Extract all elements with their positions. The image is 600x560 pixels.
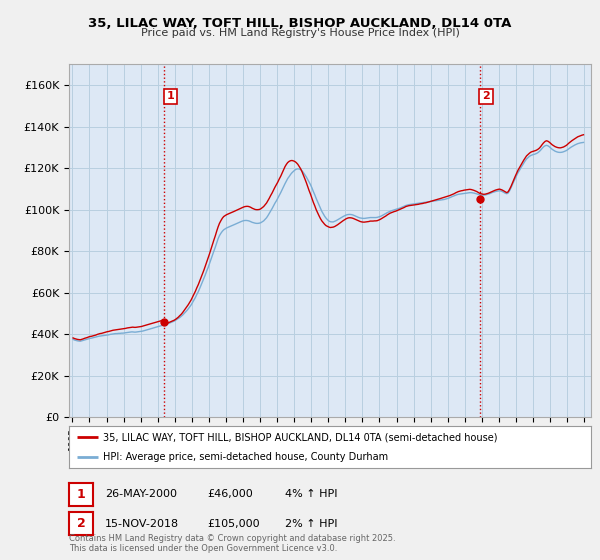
Text: £105,000: £105,000 xyxy=(207,519,260,529)
Text: 2: 2 xyxy=(77,517,85,530)
Text: 1: 1 xyxy=(77,488,85,501)
Text: 2% ↑ HPI: 2% ↑ HPI xyxy=(285,519,337,529)
Text: 26-MAY-2000: 26-MAY-2000 xyxy=(105,489,177,500)
Text: 2: 2 xyxy=(482,91,490,101)
Text: 1: 1 xyxy=(167,91,175,101)
Text: Price paid vs. HM Land Registry's House Price Index (HPI): Price paid vs. HM Land Registry's House … xyxy=(140,28,460,38)
Text: 35, LILAC WAY, TOFT HILL, BISHOP AUCKLAND, DL14 0TA: 35, LILAC WAY, TOFT HILL, BISHOP AUCKLAN… xyxy=(88,17,512,30)
Text: HPI: Average price, semi-detached house, County Durham: HPI: Average price, semi-detached house,… xyxy=(103,452,388,462)
Text: Contains HM Land Registry data © Crown copyright and database right 2025.
This d: Contains HM Land Registry data © Crown c… xyxy=(69,534,395,553)
Text: 15-NOV-2018: 15-NOV-2018 xyxy=(105,519,179,529)
Text: 35, LILAC WAY, TOFT HILL, BISHOP AUCKLAND, DL14 0TA (semi-detached house): 35, LILAC WAY, TOFT HILL, BISHOP AUCKLAN… xyxy=(103,432,497,442)
Text: 4% ↑ HPI: 4% ↑ HPI xyxy=(285,489,337,500)
Text: £46,000: £46,000 xyxy=(207,489,253,500)
